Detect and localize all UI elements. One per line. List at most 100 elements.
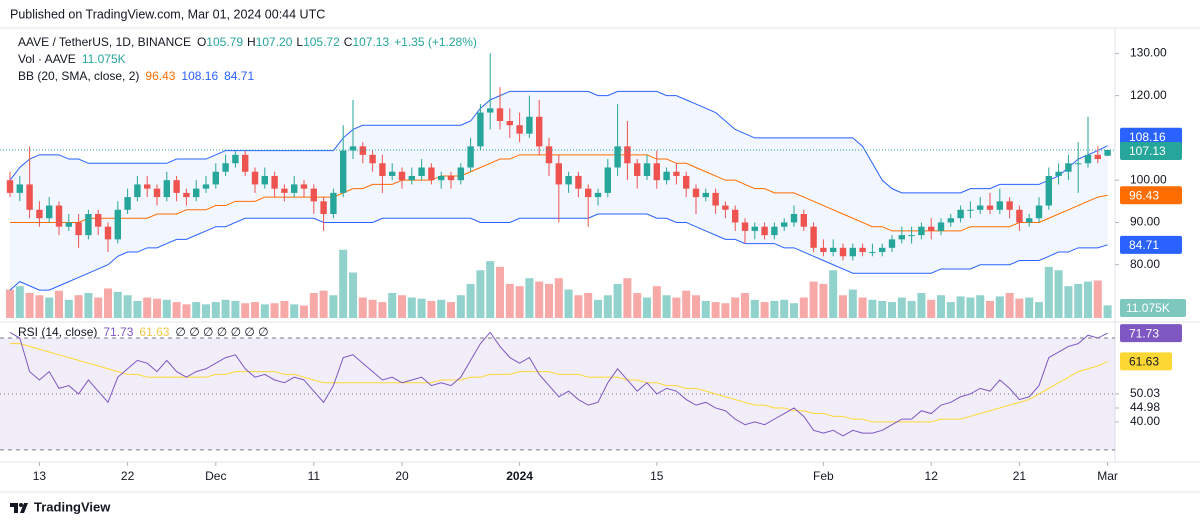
bb-basis-legend: 96.43: [145, 69, 175, 83]
price-tick-label: 90.00: [1130, 215, 1160, 229]
candle-body: [506, 121, 513, 126]
candle-body: [732, 209, 739, 223]
volume-bar: [427, 300, 436, 318]
candle-body: [1075, 163, 1082, 165]
candle-body: [663, 171, 670, 181]
rsi-tick-label: 40.00: [1130, 414, 1160, 428]
volume-bar: [966, 297, 975, 318]
volume-bar: [153, 298, 161, 318]
candle-body: [751, 226, 758, 231]
volume-bar: [339, 249, 348, 318]
candle-body: [163, 180, 170, 198]
candle-body: [251, 171, 259, 185]
volume-bar: [231, 300, 240, 318]
volume-bar: [270, 303, 279, 318]
ohlc-value: 107.20: [256, 35, 293, 49]
candle-body: [634, 163, 641, 176]
volume-bar: [378, 302, 387, 318]
rsi-value-bg: [1120, 324, 1182, 343]
bb-lower-value: 84.71: [1129, 238, 1159, 252]
rsi-name: RSI (14, close): [18, 325, 97, 339]
volume-bar: [1015, 298, 1024, 318]
candle-body: [516, 125, 523, 134]
candle-body: [536, 116, 543, 147]
rsi-band: [0, 338, 1115, 450]
candle-body: [389, 171, 396, 176]
candle-body: [986, 205, 994, 210]
time-tick-label: Feb: [813, 469, 834, 483]
legend-row: Vol · AAVE 11.075K: [18, 52, 126, 66]
candle-body: [859, 247, 866, 253]
time-tick-label: 2024: [506, 469, 533, 483]
candle-body: [643, 163, 651, 176]
candle-body: [820, 247, 827, 253]
candle-body: [124, 197, 131, 210]
ohlc-value: 105.72: [303, 35, 340, 49]
candle-body: [839, 247, 847, 257]
bb-lower-legend: 84.71: [224, 69, 254, 83]
volume-bar: [6, 289, 14, 318]
price-tick-label: 80.00: [1130, 257, 1160, 271]
candle-body: [1026, 218, 1033, 223]
volume-bar: [388, 292, 397, 318]
volume-bar: [1035, 302, 1043, 318]
candle-body: [967, 209, 974, 211]
volume-bar: [123, 295, 132, 318]
candle-body: [457, 167, 464, 181]
volume-bar: [819, 283, 828, 318]
volume-bar: [280, 300, 289, 318]
candle-body: [300, 184, 308, 189]
candle-body: [1094, 154, 1101, 160]
candle-body: [85, 214, 92, 236]
candle-body: [830, 247, 837, 253]
volume-bar: [349, 272, 357, 318]
brand: TradingView: [34, 499, 111, 514]
volume-bar: [790, 303, 798, 318]
last-price-value: 107.13: [1129, 144, 1166, 158]
candle-body: [575, 175, 582, 189]
volume-bar: [1093, 280, 1102, 318]
candle-body: [496, 108, 504, 122]
legend-row: BB (20, SMA, close, 2) 96.43 108.16 84.71: [18, 69, 254, 83]
volume-bar: [290, 304, 299, 318]
candle-body: [565, 175, 572, 185]
volume-bar: [721, 303, 730, 318]
candle-body: [526, 116, 533, 134]
volume-bar: [309, 292, 318, 318]
candle-body: [330, 192, 337, 215]
ohlc-letter: C: [344, 35, 353, 49]
candle-body: [1045, 175, 1052, 206]
volume-bar: [300, 305, 308, 318]
volume-bar: [104, 288, 112, 318]
volume-bar: [211, 302, 220, 318]
volume-bar: [35, 295, 44, 318]
volume-bar: [407, 297, 416, 318]
candle-body: [114, 209, 121, 240]
volume-bar: [15, 286, 24, 318]
candle-body: [1065, 163, 1072, 172]
volume-bar: [241, 303, 250, 318]
volume-bar: [682, 290, 691, 318]
candle-body: [702, 192, 709, 198]
rsi-tick-label: 44.98: [1130, 400, 1160, 414]
rsi-value: 71.73: [1129, 326, 1159, 340]
volume-bar: [545, 283, 553, 318]
bb-basis-line: [10, 154, 1108, 232]
bb-upper-value: 108.16: [1129, 130, 1166, 144]
volume-bar: [1005, 292, 1014, 318]
candle-body: [1016, 209, 1023, 223]
candle-body: [340, 150, 347, 193]
volume-bar: [476, 270, 485, 318]
volume-bar: [172, 302, 181, 318]
volume-bar: [711, 302, 720, 318]
volume-bar: [437, 299, 446, 318]
volume-value: 11.075K: [1126, 301, 1170, 315]
volume-bar: [554, 278, 563, 318]
candle-body: [1084, 154, 1092, 164]
candle-body: [55, 205, 63, 227]
volume-bar: [496, 266, 504, 318]
candle-body: [810, 226, 817, 248]
published-line: Published on TradingView.com, Mar 01, 20…: [10, 7, 325, 21]
candle-body: [771, 226, 778, 236]
candle-body: [585, 188, 592, 198]
